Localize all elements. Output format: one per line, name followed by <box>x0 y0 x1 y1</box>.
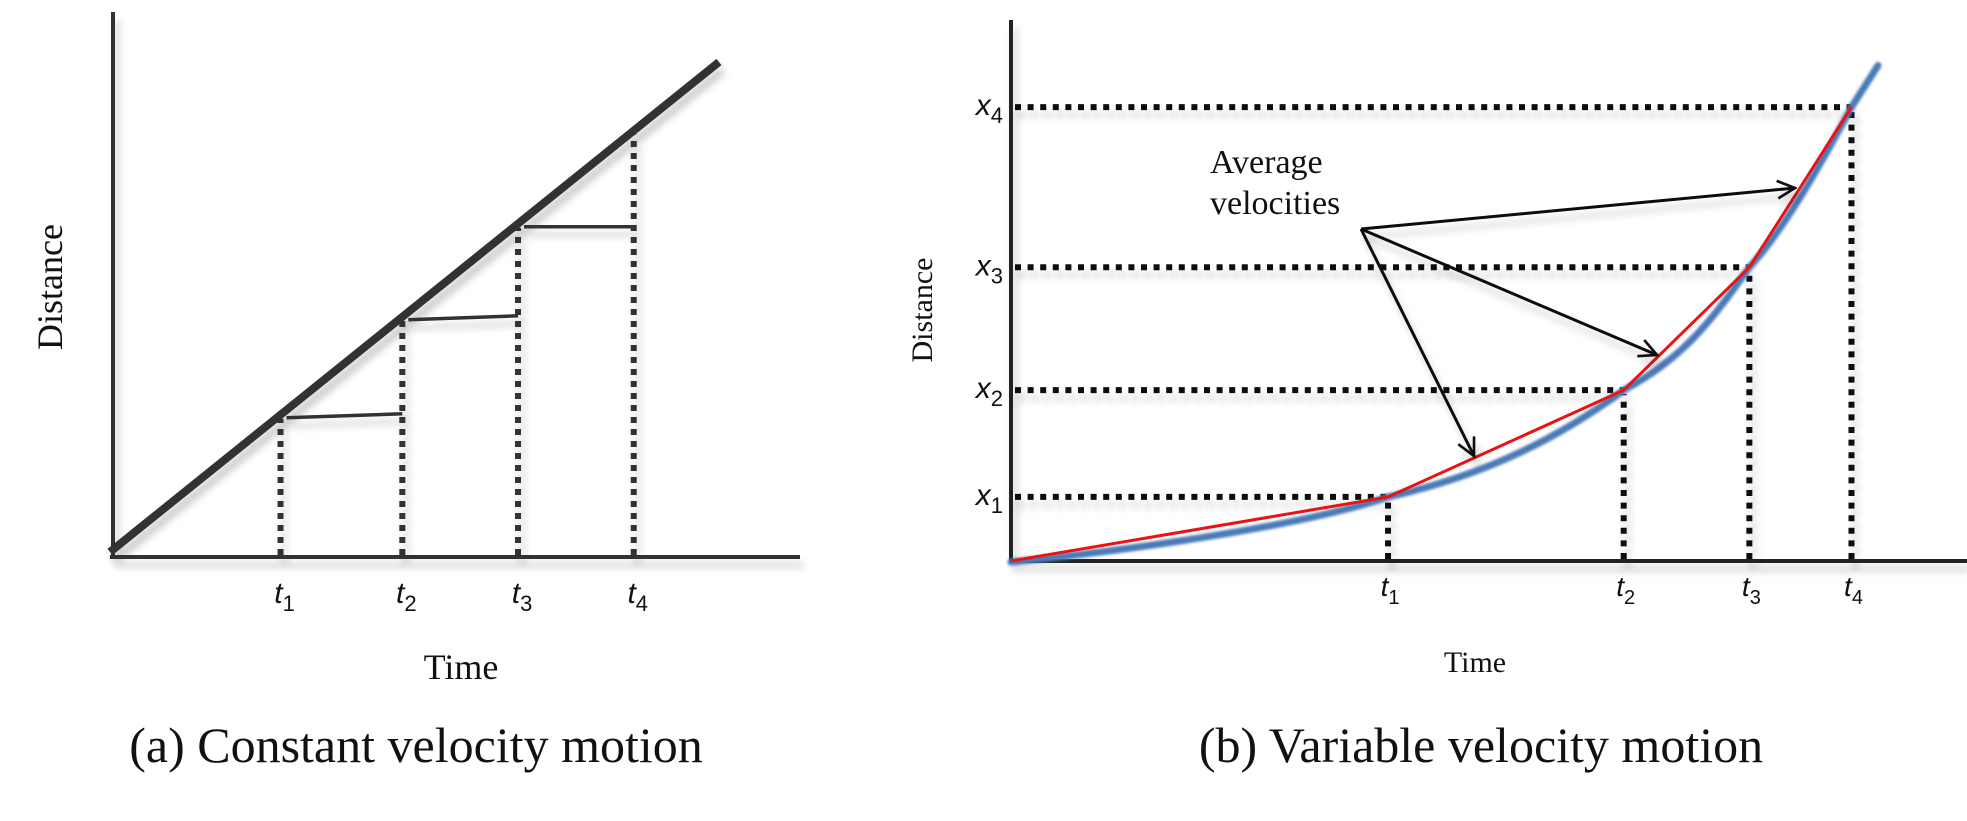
annotation-velocities: velocities <box>1210 185 1340 222</box>
panel-a-tick-label-t3: t3 <box>512 577 533 616</box>
panel-a-tick-label-t4: t4 <box>627 577 648 616</box>
panel-a-interval-segment-2 <box>408 314 519 322</box>
arrow-to-chord-3 <box>1360 227 1657 355</box>
panel-b-annotation-arrows <box>1359 188 1795 456</box>
panel-a-x-axis-label: Time <box>424 647 499 687</box>
panel-a-y-axis-label: Distance <box>30 224 70 350</box>
panel-b-tick-label-x3: x3 <box>974 249 1003 288</box>
panel-b-tick-label-x2: x2 <box>974 372 1003 411</box>
panel-b-tick-label-t3: t3 <box>1742 571 1761 609</box>
panel-b-average-velocity-chords <box>1010 106 1853 563</box>
panel-a-distance-line <box>107 58 722 556</box>
arrow-to-chord-4 <box>1360 188 1795 231</box>
panel-b-caption: (b) Variable velocity motion <box>1199 717 1763 773</box>
panel-b-tick-label-x1: x1 <box>974 479 1003 518</box>
panel-b-tick-label-x4: x4 <box>974 89 1003 128</box>
panel-a-caption: (a) Constant velocity motion <box>129 717 703 773</box>
panel-b-plot <box>1009 20 1967 563</box>
panel-b-tick-label-t2: t2 <box>1616 571 1635 609</box>
panel-variable-velocity: Average velocities t1 t2 t3 t4 x1 x2 x3 x4 Dis… <box>906 20 1967 773</box>
annotation-average: Average <box>1210 144 1323 181</box>
arrow-to-chord-2 <box>1359 228 1474 456</box>
panel-b-x-axis-label: Time <box>1444 646 1506 679</box>
panel-b-tick-label-t1: t1 <box>1381 571 1400 609</box>
panel-a-tick-label-t2: t2 <box>396 577 417 616</box>
panel-a-interval-segment-1 <box>286 412 403 420</box>
panel-b-tick-label-t4: t4 <box>1844 571 1863 609</box>
panel-a-tick-label-t1: t1 <box>274 577 295 616</box>
panel-a-plot <box>107 12 800 559</box>
panel-b-y-axis-label: Distance <box>906 258 939 363</box>
panel-constant-velocity: t1 t2 t3 t4 Distance Time (a) Constant velo… <box>30 12 800 773</box>
